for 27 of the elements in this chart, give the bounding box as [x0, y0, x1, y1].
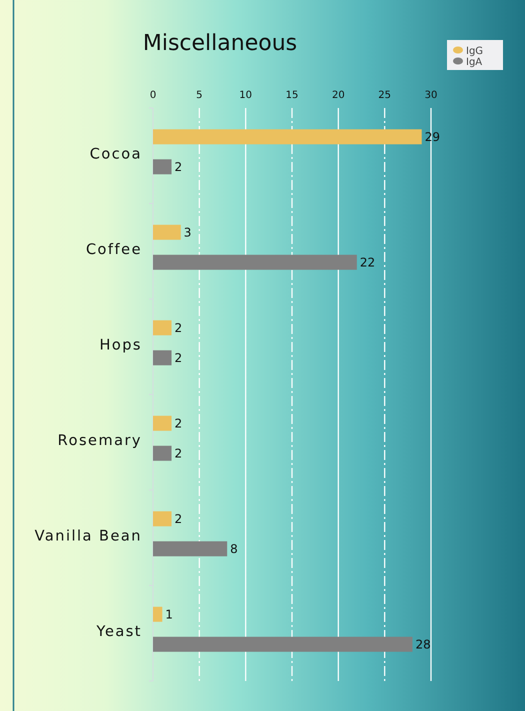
data-label: 2: [174, 160, 182, 174]
data-label: 8: [230, 542, 238, 556]
data-label: 2: [174, 416, 182, 430]
legend-label: IgG: [466, 46, 484, 57]
data-label: 2: [174, 512, 182, 526]
data-label: 2: [174, 320, 182, 335]
data-label: 28: [415, 637, 431, 652]
x-tick-label: 15: [286, 90, 298, 101]
data-label: 1: [165, 607, 173, 622]
y-tick-label: Vanilla Bean: [34, 528, 142, 545]
y-tick-label: Coffee: [86, 242, 142, 258]
data-label: 3: [184, 225, 192, 240]
data-label: 2: [174, 350, 182, 365]
x-tick-label: 10: [239, 90, 252, 101]
y-tick-label: Cocoa: [90, 146, 142, 163]
x-tick-label: 0: [150, 90, 156, 101]
legend-label: IgA: [466, 57, 482, 68]
data-label: 2: [174, 446, 182, 460]
y-tick-label: Yeast: [96, 624, 142, 640]
y-tick-label: Hops: [99, 338, 142, 354]
data-label: 22: [360, 255, 376, 270]
x-tick-label: 20: [332, 90, 345, 101]
chart-title: Miscellaneous: [142, 31, 298, 56]
y-tick-label: Rosemary: [58, 433, 142, 450]
x-tick-label: 5: [196, 90, 203, 101]
x-tick-label: 30: [424, 90, 438, 101]
x-tick-label: 25: [378, 90, 392, 101]
